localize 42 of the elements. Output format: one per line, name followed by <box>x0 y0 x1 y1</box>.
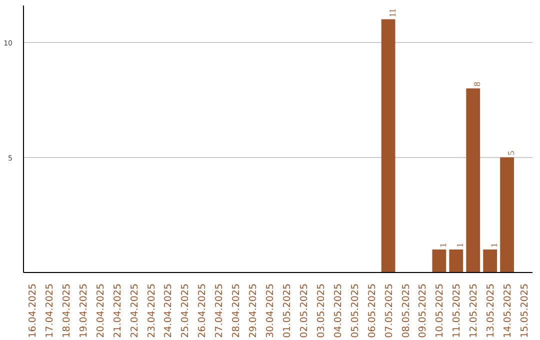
data-label: 5 <box>506 150 516 156</box>
x-tick-label: 08.05.2025 <box>400 283 412 338</box>
bar <box>500 157 514 272</box>
x-tick-label: 17.04.2025 <box>44 283 56 338</box>
x-tick-label: 16.04.2025 <box>27 283 38 338</box>
data-label: 8 <box>472 81 482 86</box>
data-label: 1 <box>438 242 448 248</box>
x-tick-label: 15.05.2025 <box>520 283 531 338</box>
x-tick-label: 05.05.2025 <box>350 283 361 338</box>
x-tick-label: 26.04.2025 <box>197 283 208 338</box>
x-tick-label: 11.05.2025 <box>452 283 463 338</box>
x-tick-label: 27.04.2025 <box>214 283 226 338</box>
x-tick-label: 24.04.2025 <box>163 283 174 338</box>
x-tick-label: 12.05.2025 <box>468 283 480 338</box>
x-tick-label: 02.05.2025 <box>298 283 310 338</box>
x-tick-label: 04.05.2025 <box>332 283 344 338</box>
bar <box>432 249 446 272</box>
x-tick-label: 13.05.2025 <box>486 283 497 338</box>
x-tick-label: 20.04.2025 <box>95 283 106 338</box>
bar <box>466 88 480 272</box>
x-tick-label: 03.05.2025 <box>316 283 327 338</box>
x-tick-label: 14.05.2025 <box>502 283 514 338</box>
x-tick-label: 30.04.2025 <box>265 283 276 338</box>
x-tick-label: 06.05.2025 <box>366 283 378 338</box>
data-label: 1 <box>455 242 466 248</box>
x-tick-label: 28.04.2025 <box>231 283 242 338</box>
x-tick-label: 21.04.2025 <box>112 283 124 338</box>
x-tick-label: 01.05.2025 <box>282 283 293 338</box>
x-tick-label: 10.05.2025 <box>434 283 446 338</box>
x-tick-label: 23.04.2025 <box>146 283 158 338</box>
x-tick-label: 25.04.2025 <box>180 283 192 338</box>
x-tick-label: 18.04.2025 <box>61 283 72 338</box>
bar <box>381 19 396 272</box>
bar <box>449 249 464 272</box>
x-tick-label: 09.05.2025 <box>418 283 429 338</box>
x-tick-label: 22.04.2025 <box>129 283 140 338</box>
data-label: 11 <box>387 8 398 18</box>
x-tick-label: 07.05.2025 <box>384 283 395 338</box>
bar <box>483 249 498 272</box>
data-label: 1 <box>489 242 500 248</box>
x-tick-label: 29.04.2025 <box>248 283 260 338</box>
x-tick-label: 19.04.2025 <box>78 283 90 338</box>
